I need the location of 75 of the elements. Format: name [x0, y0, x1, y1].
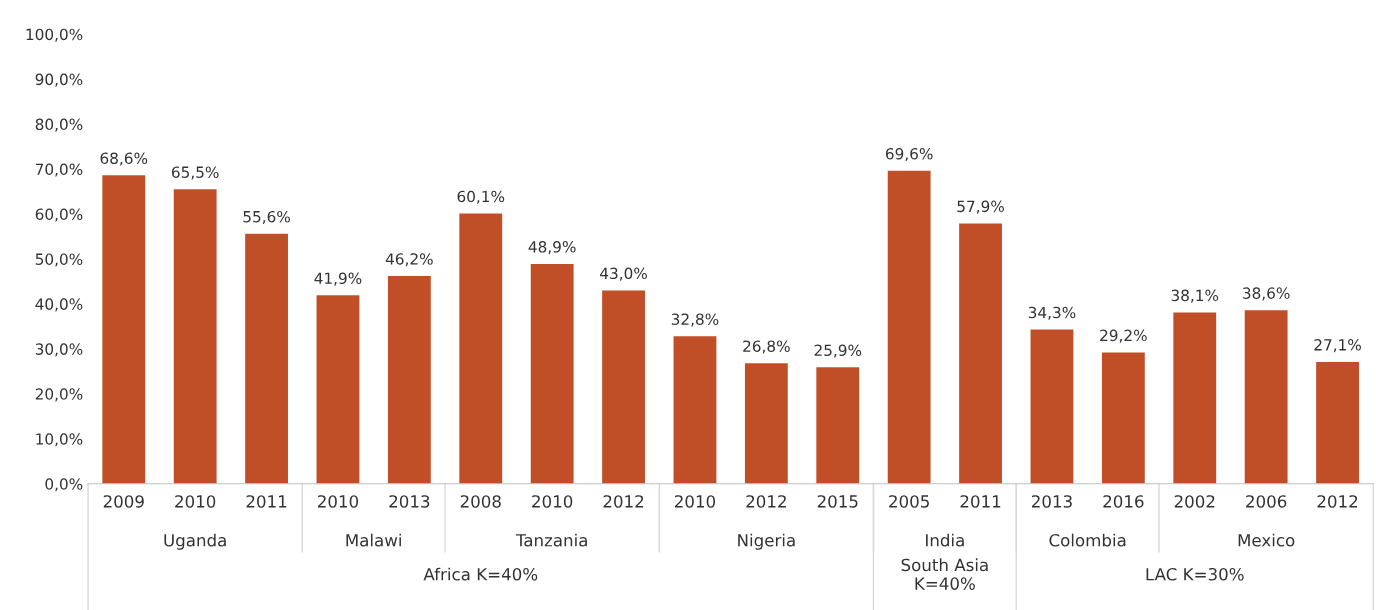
bar: [959, 223, 1002, 484]
y-tick-label: 40,0%: [35, 298, 83, 312]
text: LAC K=30%: [1146, 567, 1244, 581]
bar: [602, 290, 645, 484]
bar: [316, 295, 360, 484]
data-label: 26,8%: [743, 340, 790, 354]
data-label: 55,6%: [243, 210, 290, 225]
data-label: 38,1%: [1171, 289, 1219, 303]
data-label: 32,8%: [671, 313, 719, 327]
bar: [816, 367, 860, 484]
bar: [887, 170, 931, 484]
data-label: 65,5%: [171, 166, 219, 180]
bar: [1101, 352, 1145, 484]
y-tick-label: 60,0%: [35, 208, 83, 222]
text: India: [926, 533, 964, 547]
bar: [673, 336, 717, 484]
data-label: 69,6%: [885, 147, 933, 162]
x-tick-label: 2011: [246, 495, 287, 508]
x-tick-label: 2010: [674, 495, 716, 508]
y-tick-label: 30,0%: [35, 343, 83, 357]
data-label: 27,1%: [1314, 339, 1361, 353]
x-tick-label: 2015: [817, 495, 858, 508]
x-tick-label: 2016: [1103, 495, 1144, 508]
bar: [102, 175, 146, 484]
x-tick-label: 2011: [960, 495, 1001, 508]
data-label: 60,1%: [457, 190, 505, 204]
y-tick-label: 20,0%: [35, 388, 83, 402]
x-tick-label: 2010: [175, 495, 216, 508]
bar: [1316, 361, 1359, 484]
bar: [1244, 310, 1288, 484]
y-tick-label: 80,0%: [35, 118, 83, 132]
data-label: 57,9%: [957, 200, 1004, 214]
data-label: 68,6%: [100, 152, 148, 166]
data-label: 38,6%: [1243, 287, 1290, 301]
text: Nigeria: [738, 533, 795, 550]
x-tick-label: 2005: [889, 495, 929, 508]
data-label: 46,2%: [385, 253, 433, 267]
text: Tanzania: [515, 533, 587, 547]
x-tick-label: 2012: [1317, 495, 1358, 508]
x-tick-label: 2013: [1031, 495, 1072, 508]
bar: [173, 189, 217, 484]
data-label: 41,9%: [314, 272, 362, 286]
text: Uganda: [164, 533, 226, 550]
bar: [1173, 312, 1217, 484]
x-tick-label: 2009: [103, 495, 144, 508]
bar: [530, 263, 574, 484]
x-tick-label: 2010: [317, 495, 359, 508]
y-tick-label: 90,0%: [35, 73, 83, 87]
y-tick-label: 0,0%: [45, 478, 83, 492]
x-tick-label: 2012: [603, 495, 644, 508]
x-tick-label: 2010: [532, 495, 573, 508]
data-label: 34,3%: [1028, 306, 1076, 320]
y-tick-label: 100,0%: [26, 28, 83, 42]
bar: [387, 276, 431, 484]
bar: [245, 233, 288, 484]
bar: [744, 363, 788, 484]
x-tick-label: 2013: [389, 495, 430, 508]
data-label: 29,2%: [1100, 329, 1147, 343]
data-label: 25,9%: [814, 344, 862, 358]
y-tick-label: 10,0%: [36, 433, 83, 447]
bar: [1030, 329, 1074, 484]
text: Malawi: [346, 533, 401, 547]
x-tick-label: 2012: [746, 495, 786, 508]
y-tick-label: 50,0%: [35, 253, 83, 267]
x-tick-label: 2008: [460, 495, 501, 508]
y-tick-label: 70,0%: [35, 163, 83, 177]
data-label: 43,0%: [600, 267, 647, 281]
x-tick-label: 2002: [1174, 495, 1215, 508]
text: Colombia: [1049, 533, 1126, 547]
x-tick-label: 2006: [1246, 495, 1287, 508]
text: South Asia K=40%: [901, 558, 988, 590]
data-label: 48,9%: [528, 241, 576, 255]
bar: [459, 213, 503, 484]
text: Mexico: [1238, 533, 1295, 547]
text: Africa K=40%: [423, 567, 538, 581]
